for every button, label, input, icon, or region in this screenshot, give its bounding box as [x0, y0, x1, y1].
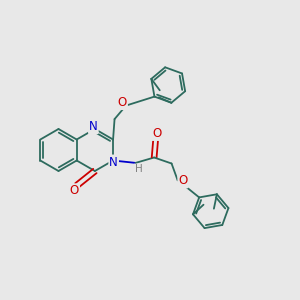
- Text: O: O: [70, 184, 79, 197]
- Text: N: N: [89, 120, 98, 133]
- Text: N: N: [109, 155, 118, 169]
- Text: O: O: [178, 174, 188, 188]
- Text: O: O: [152, 127, 161, 140]
- Text: H: H: [135, 164, 142, 175]
- Text: O: O: [118, 96, 127, 109]
